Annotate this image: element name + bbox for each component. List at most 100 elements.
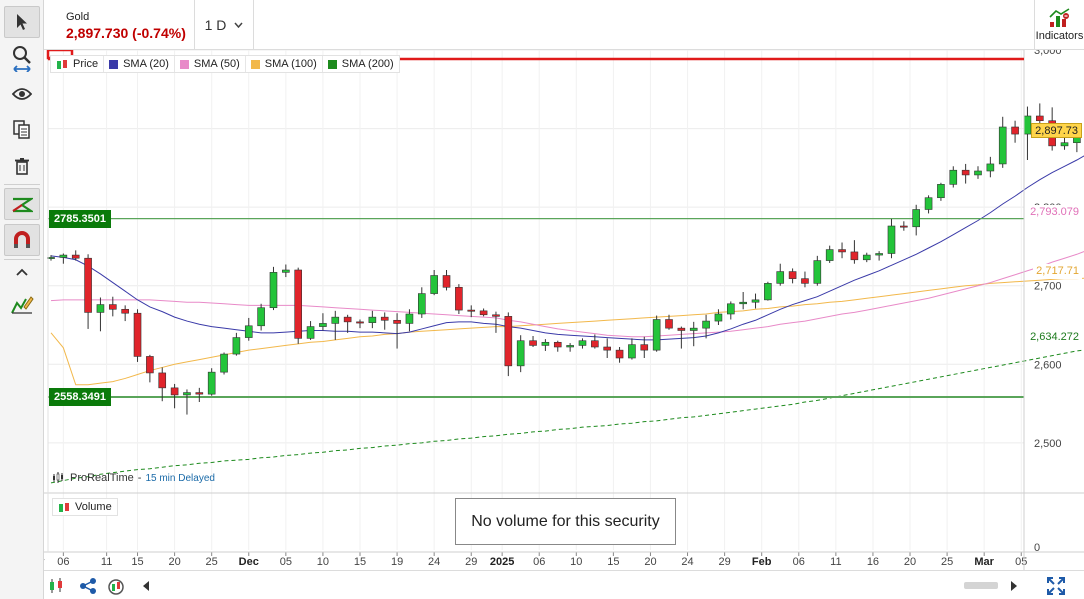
candle-body xyxy=(603,346,612,351)
share-icon xyxy=(80,578,96,594)
candle xyxy=(924,195,933,214)
candle xyxy=(59,253,68,264)
candle xyxy=(455,284,463,314)
candle xyxy=(442,270,451,291)
candle-body xyxy=(900,225,908,228)
timeframe-value: 1 D xyxy=(204,17,227,33)
candle-body xyxy=(751,299,760,303)
x-tick-label: 20 xyxy=(904,556,916,568)
timeframe-selector[interactable]: 1 D xyxy=(194,0,254,50)
x-tick-label: 11 xyxy=(830,556,841,568)
candle-body xyxy=(356,321,364,324)
candle-body xyxy=(442,275,451,288)
collapse-tools-button[interactable] xyxy=(4,262,40,282)
candle xyxy=(628,338,636,360)
horizontal-lines xyxy=(48,218,1024,399)
x-tick-label: Mar xyxy=(974,556,994,568)
magnet-tool[interactable] xyxy=(4,224,40,256)
sma100-line xyxy=(50,277,1084,386)
watermark-delay: 15 min Delayed xyxy=(145,472,215,484)
hline-label-lower[interactable]: 2558.3491 xyxy=(49,388,111,406)
scroll-right-button[interactable] xyxy=(1004,576,1024,596)
trend-tool[interactable] xyxy=(4,188,40,220)
candle-body xyxy=(368,316,377,323)
candle xyxy=(764,281,772,301)
hline-label-upper[interactable]: 2785.3501 xyxy=(49,209,111,228)
legend-item-sma100[interactable]: SMA (100) xyxy=(246,56,323,72)
time-scrollbar[interactable] xyxy=(164,579,1024,591)
sma50-value-tag: 2,793.079 xyxy=(1027,205,1082,221)
candle-body xyxy=(405,313,414,324)
scrollbar-thumb[interactable] xyxy=(964,582,998,589)
candle xyxy=(257,303,265,331)
legend-item-price[interactable]: Price xyxy=(51,56,105,72)
candle-body xyxy=(257,307,265,327)
indicators-button[interactable]: Indicators xyxy=(1034,0,1084,50)
candle xyxy=(801,271,809,288)
candle-body xyxy=(282,269,290,273)
candle xyxy=(591,334,599,349)
x-tick-label: 25 xyxy=(206,556,218,568)
candle xyxy=(677,326,686,349)
cursor-tool[interactable] xyxy=(4,6,40,38)
candle xyxy=(158,367,167,402)
volume-legend[interactable]: Volume xyxy=(52,498,118,516)
scroll-left-button[interactable] xyxy=(136,576,156,596)
candle-body xyxy=(393,319,401,324)
y-tick-label: 2,700 xyxy=(1034,281,1062,293)
legend-label: SMA (100) xyxy=(264,58,317,70)
trend-icon xyxy=(12,197,33,213)
view-tool[interactable] xyxy=(4,78,40,110)
magnet-icon xyxy=(14,231,30,248)
legend-item-sma200[interactable]: SMA (200) xyxy=(323,56,399,72)
share-button[interactable] xyxy=(78,576,98,596)
candle-body xyxy=(875,253,883,256)
candle-body xyxy=(455,286,463,311)
y-tick-label: 3,000 xyxy=(1034,50,1062,57)
candle-body xyxy=(183,392,191,396)
legend-item-sma50[interactable]: SMA (50) xyxy=(175,56,246,72)
candle xyxy=(306,321,315,340)
zoom-tool[interactable] xyxy=(4,42,40,74)
last-price-tag: 2,897.73 xyxy=(1031,122,1082,138)
copy-tool[interactable] xyxy=(4,114,40,146)
delete-tool[interactable] xyxy=(4,150,40,182)
sma-lines xyxy=(50,155,1084,484)
arrow-left-icon xyxy=(143,581,149,591)
candle-body xyxy=(492,314,500,317)
legend-swatch xyxy=(179,59,189,69)
left-toolbar xyxy=(0,0,44,599)
draw-tool[interactable] xyxy=(4,288,40,320)
legend-label: SMA (20) xyxy=(123,58,169,70)
volume-swatch-icon xyxy=(59,502,69,512)
candle-body xyxy=(306,326,315,339)
candle-body xyxy=(924,197,933,210)
panel-frame xyxy=(44,50,1084,570)
zoom-icon xyxy=(13,46,31,72)
data-source-watermark: ProRealTime - 15 min Delayed xyxy=(52,471,215,485)
legend-label: Price xyxy=(73,58,99,70)
candle-body xyxy=(665,319,673,329)
legend-label: SMA (50) xyxy=(193,58,240,70)
candle-body xyxy=(121,308,129,314)
candle xyxy=(838,242,846,259)
candle-icon xyxy=(50,578,62,593)
candle xyxy=(405,309,414,332)
snapshot-button[interactable] xyxy=(106,576,126,596)
candle-body xyxy=(158,372,167,389)
sma200-value-tag: 2,634.272 xyxy=(1027,329,1082,345)
legend-swatch xyxy=(109,59,119,69)
sma20-line xyxy=(50,155,1084,341)
chevron-down-icon xyxy=(234,22,243,28)
legend-item-sma20[interactable]: SMA (20) xyxy=(104,56,175,72)
fullscreen-button[interactable] xyxy=(1046,576,1066,596)
candle xyxy=(121,305,129,322)
candle xyxy=(183,389,191,415)
candle xyxy=(380,312,389,330)
header-bar: Gold 2,897.730 (-0.74%) 1 D Indicators xyxy=(44,0,1084,50)
chart-type-button[interactable] xyxy=(46,576,66,596)
candle xyxy=(109,296,117,317)
candle xyxy=(949,166,958,188)
instrument-name: Gold xyxy=(66,11,90,23)
